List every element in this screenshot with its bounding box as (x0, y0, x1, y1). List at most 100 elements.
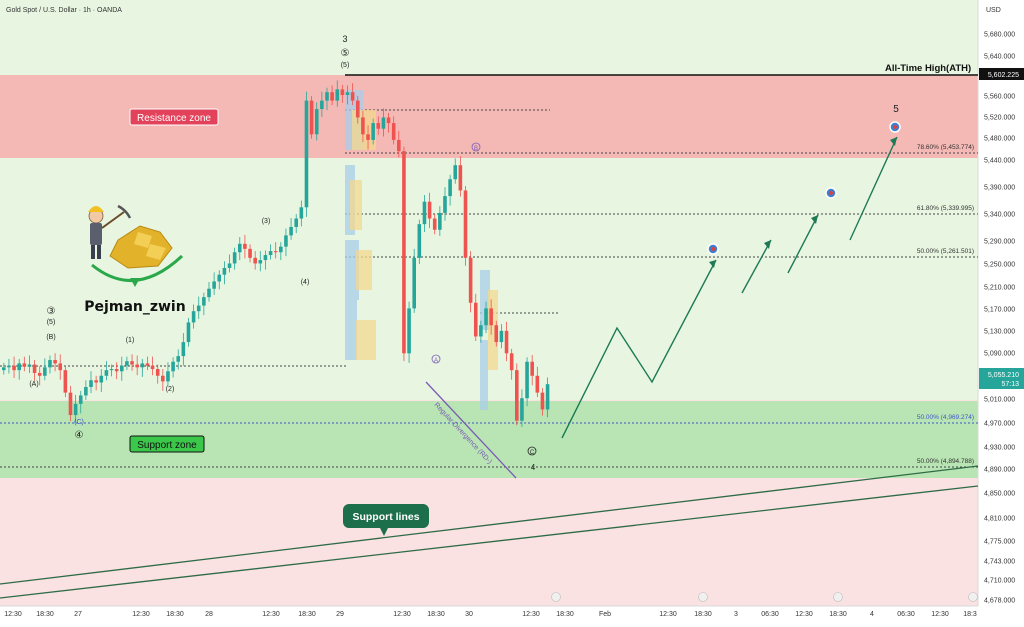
gold-nugget-icon (146, 244, 166, 260)
candle-body (458, 165, 463, 191)
time-axis[interactable]: 12:30 18:30 27 12:30 18:30 28 12:30 18:30 29 12:3… (4, 611, 977, 618)
volume-profile-bar (345, 300, 357, 360)
candle-body (166, 371, 170, 382)
wave-label: 4 (531, 463, 536, 472)
candle-body (299, 207, 304, 219)
price-tick-label: 4,930.000 (984, 445, 1015, 452)
price-tick-label: 5,290.000 (984, 239, 1015, 246)
time-tick-label: 12:30 (4, 611, 22, 618)
wave-labels: 3 ⑤ (5) ③ (5) (B) (A) (C) ④ (1) (2) (3) … (29, 34, 899, 472)
candle-body (248, 248, 252, 258)
candle-body (438, 212, 442, 230)
candle-body (479, 325, 483, 337)
candle-body (181, 342, 186, 357)
candle-body (125, 361, 129, 366)
candle-body (145, 363, 150, 366)
price-tick-label: 5,340.000 (984, 212, 1015, 219)
candle-body (186, 322, 191, 343)
candle-body (304, 100, 309, 208)
candle-body (530, 361, 534, 376)
candle-body (309, 100, 314, 135)
candle-body (545, 384, 550, 410)
candle-body (515, 370, 519, 421)
price-axis-bg (978, 0, 1024, 622)
price-tick-label: 4,743.000 (984, 559, 1015, 566)
projection-leg-1 (561, 259, 717, 439)
wave-circle (471, 142, 481, 152)
candle-body (273, 251, 278, 253)
candle-body (520, 398, 524, 421)
price-tick-label: 5,480.000 (984, 136, 1015, 143)
candle-body (202, 297, 206, 306)
candle-body (222, 267, 227, 275)
us-flag-icon (698, 592, 708, 602)
price-tick-label: 4,775.000 (984, 539, 1015, 546)
time-tick-label: 18:30 (694, 611, 712, 618)
candle-body (89, 380, 93, 387)
time-tick-label: 12:30 (795, 611, 813, 618)
pickaxe-head-icon (117, 204, 132, 219)
candle-body (320, 100, 324, 110)
time-tick-label: 18:30 (427, 611, 445, 618)
projection-path (561, 136, 898, 439)
wave-label: B (474, 146, 478, 152)
us-flag-icon (833, 592, 843, 602)
time-tick-label: 12:30 (931, 611, 949, 618)
us-flag-icon (968, 592, 978, 602)
wave-label: (2) (166, 386, 175, 393)
time-tick-label: 3 (734, 611, 738, 618)
miner-leg-icon (91, 245, 95, 259)
candle-body (540, 392, 545, 410)
candle-body (443, 196, 447, 213)
candle-body (78, 395, 83, 404)
wave-label: (B) (46, 334, 55, 341)
resistance-zone-label: Resistance zone (137, 113, 211, 124)
candle-body (32, 364, 37, 373)
candles (2, 80, 550, 427)
countdown-label: 57:13 (1001, 381, 1019, 388)
time-tick-label: 28 (205, 611, 213, 618)
volume-profile-bar (345, 240, 359, 300)
support-lines-pointer (380, 528, 388, 536)
price-tick-label: 5,680.000 (984, 32, 1015, 39)
candle-body (361, 117, 365, 135)
volume-profile-bar (356, 320, 376, 360)
fib-500-label: 50.00% (5,261.501) (917, 248, 974, 255)
candle-body (2, 367, 6, 371)
us-flag-icon (551, 592, 561, 602)
candle-body (237, 243, 242, 253)
symbol-title: Gold Spot / U.S. Dollar · 1h · OANDA (6, 7, 122, 14)
time-tick-label: 12:30 (393, 611, 411, 618)
candle-body (22, 363, 27, 367)
wave-label: ④ (75, 430, 84, 441)
time-tick-label: 4 (870, 611, 874, 618)
last-price-tag (979, 368, 1024, 389)
candle-body (345, 92, 350, 95)
candle-body (191, 311, 196, 323)
last-price-label: 5,055.210 (988, 372, 1019, 379)
divergence-line (425, 381, 517, 479)
wave-label: ⑤ (341, 48, 350, 59)
support-line-lower (0, 485, 979, 599)
candle-body (289, 226, 293, 236)
candle-body (453, 165, 458, 180)
time-tick-label: 29 (336, 611, 344, 618)
candle-body (525, 361, 529, 399)
price-axis[interactable]: 5,680.000 5,640.000 5,560.000 5,520.000 5,48… (984, 32, 1015, 605)
arrowhead (811, 215, 818, 224)
wave-label: (A) (29, 381, 38, 388)
price-tick-label: 4,678.000 (984, 598, 1015, 605)
candle-body (417, 224, 422, 258)
price-tick-label: 5,440.000 (984, 158, 1015, 165)
support-zone-badge (129, 435, 205, 453)
candle-body (422, 201, 427, 225)
price-tick-label: 4,970.000 (984, 421, 1015, 428)
price-tick-label: 5,130.000 (984, 329, 1015, 336)
candle-body (114, 369, 119, 372)
target-icon-core (829, 191, 833, 195)
candle-body (161, 375, 165, 382)
candle-body (330, 92, 334, 101)
candle-body (196, 305, 201, 312)
